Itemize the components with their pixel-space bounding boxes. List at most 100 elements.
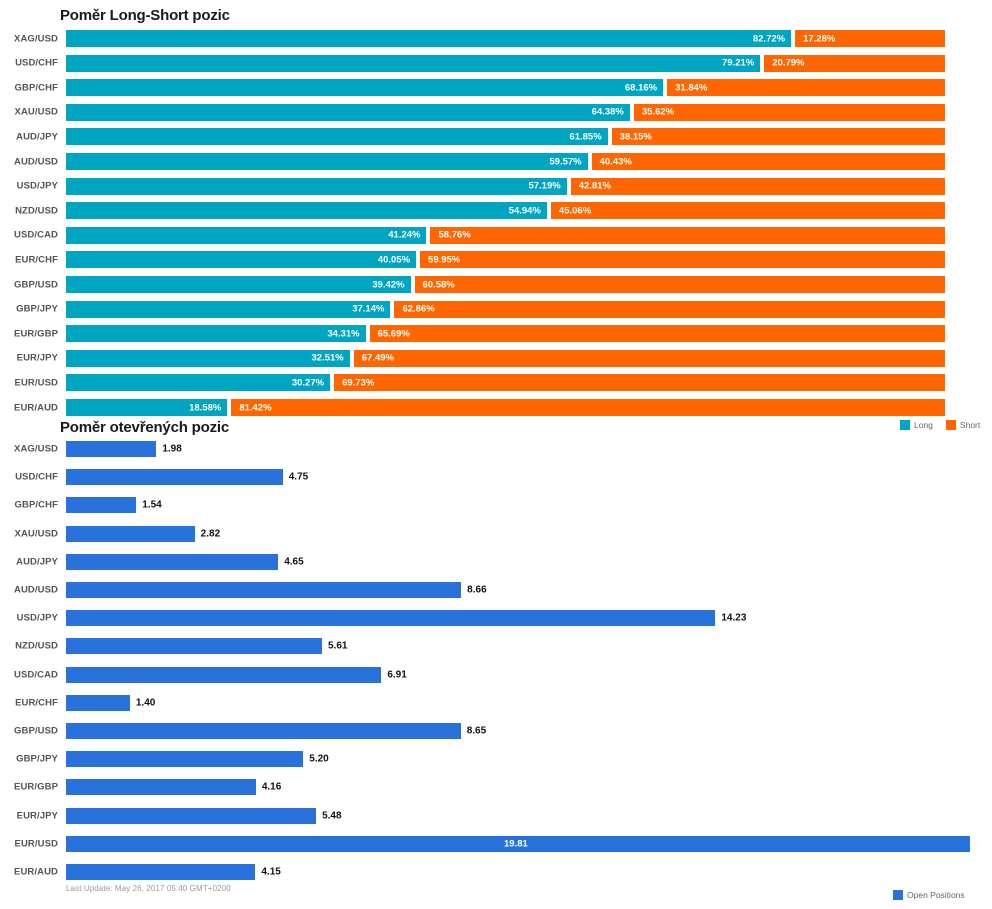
- short-segment[interactable]: 58.76%: [430, 226, 945, 244]
- long-segment[interactable]: 82.72%: [66, 30, 792, 47]
- stacked-bar[interactable]: 64.38% 35.62%: [66, 103, 945, 121]
- short-value-label: 65.69%: [377, 328, 410, 340]
- open-positions-bar[interactable]: [66, 582, 462, 598]
- short-value-label: 31.84%: [675, 82, 708, 94]
- open-positions-bar[interactable]: [66, 525, 195, 542]
- short-segment[interactable]: 67.49%: [353, 349, 945, 367]
- short-segment[interactable]: 65.69%: [369, 325, 945, 343]
- stacked-bar[interactable]: 41.24% 58.76%: [66, 226, 945, 244]
- open-positions-bar[interactable]: [66, 441, 157, 457]
- open-positions-bar[interactable]: [66, 610, 716, 627]
- long-segment[interactable]: 57.19%: [66, 177, 567, 195]
- short-value-label: 45.06%: [558, 205, 592, 217]
- short-segment[interactable]: 20.79%: [764, 54, 945, 72]
- long-short-row: USD/JPY 57.19% 42.81%: [0, 177, 992, 195]
- long-short-row: EUR/GBP 34.31% 65.69%: [0, 325, 992, 343]
- open-positions-bar[interactable]: [66, 553, 279, 570]
- open-positions-bar[interactable]: [66, 807, 317, 824]
- category-label: EUR/JPY: [16, 352, 58, 364]
- long-short-row: AUD/JPY 61.85% 38.15%: [0, 128, 992, 146]
- long-segment[interactable]: 40.05%: [66, 251, 417, 269]
- long-value-label: 18.58%: [189, 402, 222, 413]
- open-positions-bar[interactable]: [66, 666, 382, 683]
- stacked-bar[interactable]: 57.19% 42.81%: [66, 177, 945, 195]
- long-segment[interactable]: 54.94%: [66, 202, 547, 220]
- long-value-label: 64.38%: [591, 106, 624, 118]
- long-value-label: 61.85%: [569, 131, 602, 143]
- open-positions-bar[interactable]: [66, 779, 256, 796]
- long-segment[interactable]: 61.85%: [66, 128, 608, 146]
- stacked-bar[interactable]: 61.85% 38.15%: [66, 128, 945, 146]
- short-segment[interactable]: 17.28%: [795, 30, 945, 47]
- chart1-legend-item[interactable]: Long: [900, 420, 933, 430]
- category-label: GBP/JPY: [16, 303, 58, 315]
- long-segment[interactable]: 79.21%: [66, 54, 761, 72]
- stacked-bar[interactable]: 18.58% 81.42%: [66, 399, 945, 416]
- stacked-bar[interactable]: 82.72% 17.28%: [66, 30, 945, 47]
- short-segment[interactable]: 38.15%: [611, 128, 945, 146]
- open-positions-bar[interactable]: [66, 864, 256, 880]
- open-positions-bar[interactable]: [66, 835, 970, 852]
- long-short-row: XAU/USD 64.38% 35.62%: [0, 103, 992, 121]
- open-positions-bar[interactable]: [66, 723, 461, 739]
- long-short-row: EUR/JPY 32.51% 67.49%: [0, 349, 992, 367]
- open-positions-bar[interactable]: [66, 694, 130, 711]
- long-segment[interactable]: 59.57%: [66, 153, 588, 170]
- stacked-bar[interactable]: 37.14% 62.86%: [66, 300, 945, 318]
- long-value-label: 41.24%: [388, 229, 421, 241]
- chart2-legend-item[interactable]: Open Positions: [893, 890, 965, 900]
- short-value-label: 81.42%: [239, 402, 272, 413]
- stacked-bar[interactable]: 30.27% 69.73%: [66, 374, 945, 392]
- stacked-bar[interactable]: 32.51% 67.49%: [66, 349, 945, 367]
- long-segment[interactable]: 41.24%: [66, 226, 427, 244]
- short-segment[interactable]: 35.62%: [633, 103, 945, 121]
- stacked-bar[interactable]: 59.57% 40.43%: [66, 153, 945, 170]
- long-segment[interactable]: 30.27%: [66, 374, 331, 392]
- short-segment[interactable]: 40.43%: [591, 153, 945, 170]
- category-label: USD/JPY: [16, 180, 58, 192]
- legend-label: Short: [959, 420, 981, 430]
- short-segment[interactable]: 59.95%: [420, 251, 945, 269]
- category-label: GBP/CHF: [14, 82, 58, 94]
- stacked-bar[interactable]: 39.42% 60.58%: [66, 276, 945, 293]
- short-segment[interactable]: 60.58%: [414, 276, 945, 293]
- open-positions-value-label: 2.82: [200, 528, 221, 540]
- short-segment[interactable]: 81.42%: [231, 399, 945, 416]
- category-label: NZD/USD: [15, 205, 58, 217]
- long-segment[interactable]: 37.14%: [66, 300, 391, 318]
- long-value-label: 34.31%: [327, 328, 360, 340]
- category-label: AUD/USD: [14, 584, 58, 596]
- open-positions-bar[interactable]: [66, 497, 137, 514]
- open-positions-bar[interactable]: [66, 638, 322, 655]
- open-positions-bar[interactable]: [66, 751, 304, 768]
- legend-swatch-icon: [900, 420, 910, 430]
- open-positions-value-label: 5.48: [322, 810, 342, 822]
- short-value-label: 35.62%: [641, 106, 675, 118]
- stacked-bar[interactable]: 68.16% 31.84%: [66, 79, 945, 97]
- long-segment[interactable]: 32.51%: [66, 349, 350, 367]
- category-label: NZD/USD: [15, 640, 58, 652]
- category-label: EUR/JPY: [16, 810, 58, 822]
- category-label: GBP/CHF: [14, 499, 58, 511]
- stacked-bar[interactable]: 34.31% 65.69%: [66, 325, 945, 343]
- short-segment[interactable]: 62.86%: [394, 300, 945, 318]
- short-value-label: 67.49%: [361, 352, 394, 364]
- stacked-bar[interactable]: 79.21% 20.79%: [66, 54, 945, 72]
- open-positions-bar[interactable]: [66, 469, 283, 486]
- long-segment[interactable]: 34.31%: [66, 325, 366, 343]
- long-segment[interactable]: 64.38%: [66, 103, 630, 121]
- long-short-row: EUR/CHF 40.05% 59.95%: [0, 251, 992, 269]
- long-short-row: EUR/USD 30.27% 69.73%: [0, 374, 992, 392]
- short-segment[interactable]: 45.06%: [550, 202, 945, 220]
- open-positions-row: EUR/JPY 5.48: [0, 807, 992, 824]
- long-segment[interactable]: 18.58%: [66, 399, 228, 416]
- long-segment[interactable]: 68.16%: [66, 79, 664, 97]
- short-segment[interactable]: 69.73%: [334, 374, 945, 392]
- short-segment[interactable]: 31.84%: [667, 79, 945, 97]
- stacked-bar[interactable]: 40.05% 59.95%: [66, 251, 945, 269]
- short-segment[interactable]: 42.81%: [570, 177, 945, 195]
- chart1-legend-item[interactable]: Short: [945, 420, 981, 430]
- long-segment[interactable]: 39.42%: [66, 276, 411, 293]
- short-value-label: 38.15%: [619, 131, 652, 143]
- stacked-bar[interactable]: 54.94% 45.06%: [66, 202, 945, 220]
